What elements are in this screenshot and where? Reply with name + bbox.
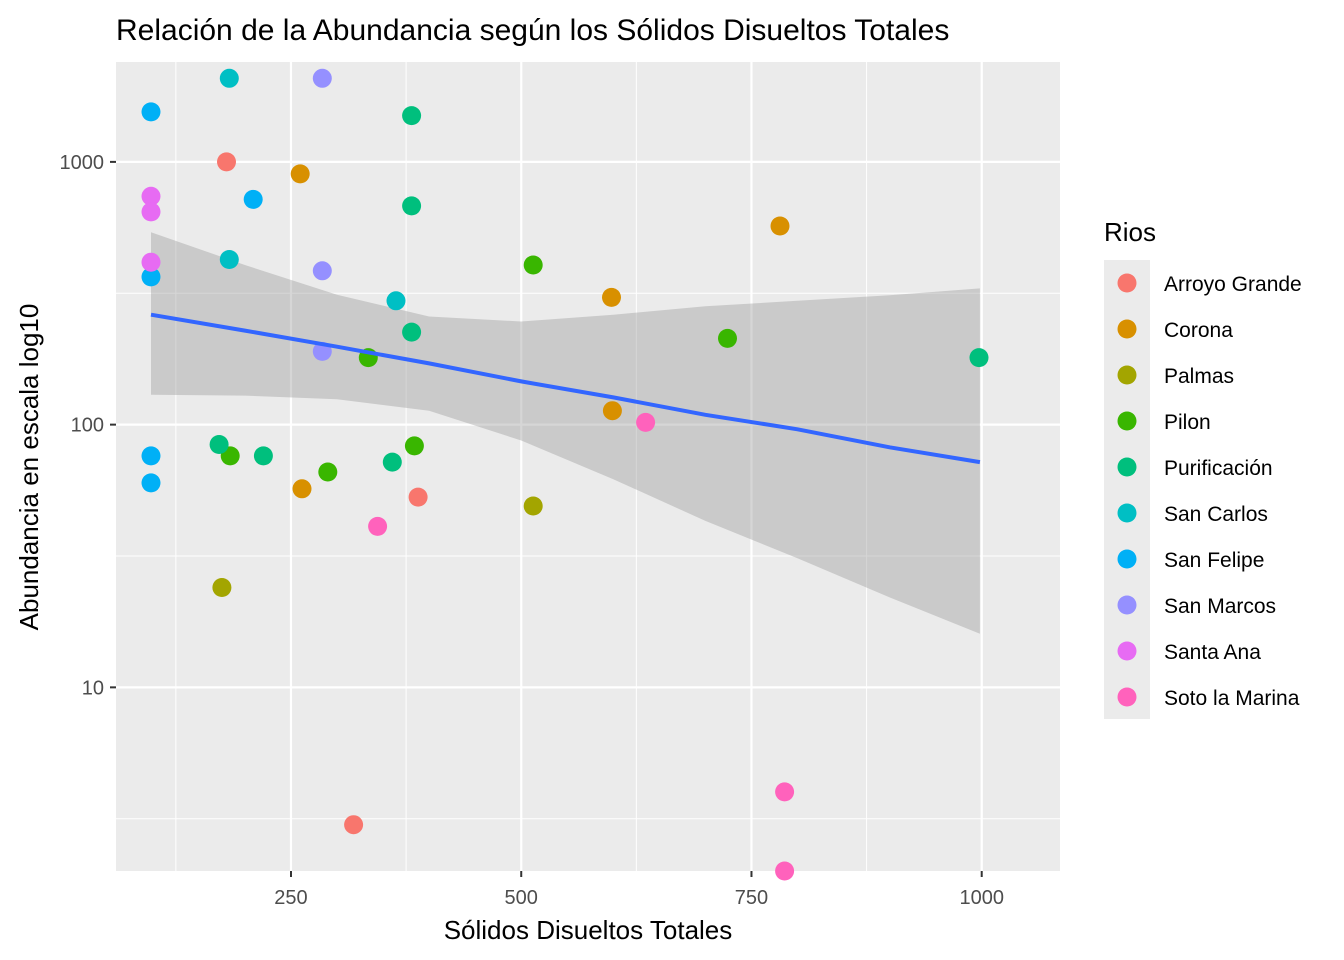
point-soto-la-marina	[775, 782, 795, 802]
legend-label: Palmas	[1164, 365, 1234, 388]
point-corona	[602, 401, 622, 421]
point-corona	[770, 216, 790, 236]
x-tick-label: 1000	[959, 887, 1004, 909]
point-purificacion	[402, 106, 422, 126]
y-tick-label: 1000	[60, 152, 105, 174]
y-axis-title: Abundancia en escala log10	[14, 304, 44, 631]
trend-line	[150, 312, 981, 465]
x-tick-label: 500	[505, 887, 538, 909]
legend-key	[1117, 365, 1137, 385]
point-soto-la-marina	[368, 516, 388, 536]
legend-key	[1117, 641, 1137, 661]
point-purificacion	[209, 435, 229, 454]
point-palmas	[523, 496, 543, 516]
legend-label: Santa Ana	[1164, 641, 1261, 664]
point-san-carlos	[386, 291, 406, 311]
legend-key	[1117, 411, 1137, 431]
point-san-marcos	[312, 261, 332, 281]
point-santa-ana	[141, 202, 161, 222]
axis-ticks: 250 500 750 1000 10 100 1000	[60, 152, 1004, 909]
legend-key	[1117, 319, 1137, 339]
point-soto-la-marina	[775, 861, 795, 881]
point-pilon	[523, 255, 543, 275]
confidence-band	[151, 232, 980, 634]
point-purificacion	[402, 322, 422, 342]
point-san-felipe	[141, 102, 161, 122]
trend-layer	[150, 312, 981, 465]
point-purificacion	[402, 196, 422, 216]
legend-key	[1117, 503, 1137, 523]
point-san-felipe	[243, 189, 263, 209]
chart-title: Relación de la Abundancia según los Sóli…	[116, 14, 949, 47]
point-san-felipe	[141, 473, 161, 493]
y-tick-label: 10	[82, 677, 104, 699]
legend-label: San Marcos	[1164, 595, 1276, 618]
legend-label: Soto la Marina	[1164, 687, 1300, 710]
point-santa-ana	[141, 252, 161, 272]
grid-lines	[116, 62, 1060, 871]
legend-key	[1117, 273, 1137, 293]
point-san-felipe	[141, 446, 161, 466]
confidence-band-layer	[151, 232, 980, 634]
point-pilon	[718, 328, 737, 348]
legend: Rios Arroyo Grande Corona Palmas Pilon Purif…	[1104, 217, 1302, 719]
point-santa-ana	[141, 186, 161, 206]
legend-key	[1117, 457, 1137, 477]
point-san-carlos	[219, 250, 239, 269]
legend-label: Pilon	[1164, 411, 1211, 434]
point-purificacion	[382, 452, 402, 472]
point-purificacion	[969, 348, 989, 368]
point-san-felipe	[141, 267, 161, 287]
x-axis-title: Sólidos Disueltos Totales	[444, 915, 733, 945]
legend-title: Rios	[1104, 217, 1156, 247]
y-tick-label: 100	[71, 415, 104, 437]
point-corona	[292, 479, 312, 499]
point-purificacion	[253, 446, 273, 466]
point-pilon	[318, 462, 338, 482]
point-san-marcos	[312, 68, 332, 88]
point-palmas	[212, 578, 232, 597]
point-corona	[602, 287, 621, 307]
x-tick-label: 250	[274, 887, 307, 909]
legend-label: Arroyo Grande	[1164, 273, 1302, 296]
point-pilon	[404, 436, 424, 456]
legend-label: Corona	[1164, 319, 1233, 342]
point-arroyo-grande	[408, 487, 428, 507]
point-san-carlos	[219, 68, 239, 88]
point-arroyo-grande	[344, 815, 364, 835]
x-tick-label: 750	[735, 887, 768, 909]
legend-label: Purificación	[1164, 457, 1273, 480]
legend-key	[1117, 595, 1137, 615]
legend-label: San Carlos	[1164, 503, 1268, 526]
legend-key	[1117, 549, 1137, 569]
plot-panel	[116, 62, 1060, 871]
legend-label: San Felipe	[1164, 549, 1264, 572]
point-corona	[290, 164, 310, 184]
legend-items: Arroyo Grande Corona Palmas Pilon Purificaci…	[1117, 273, 1302, 710]
point-soto-la-marina	[636, 412, 656, 432]
point-arroyo-grande	[217, 152, 236, 172]
legend-key	[1117, 687, 1137, 707]
